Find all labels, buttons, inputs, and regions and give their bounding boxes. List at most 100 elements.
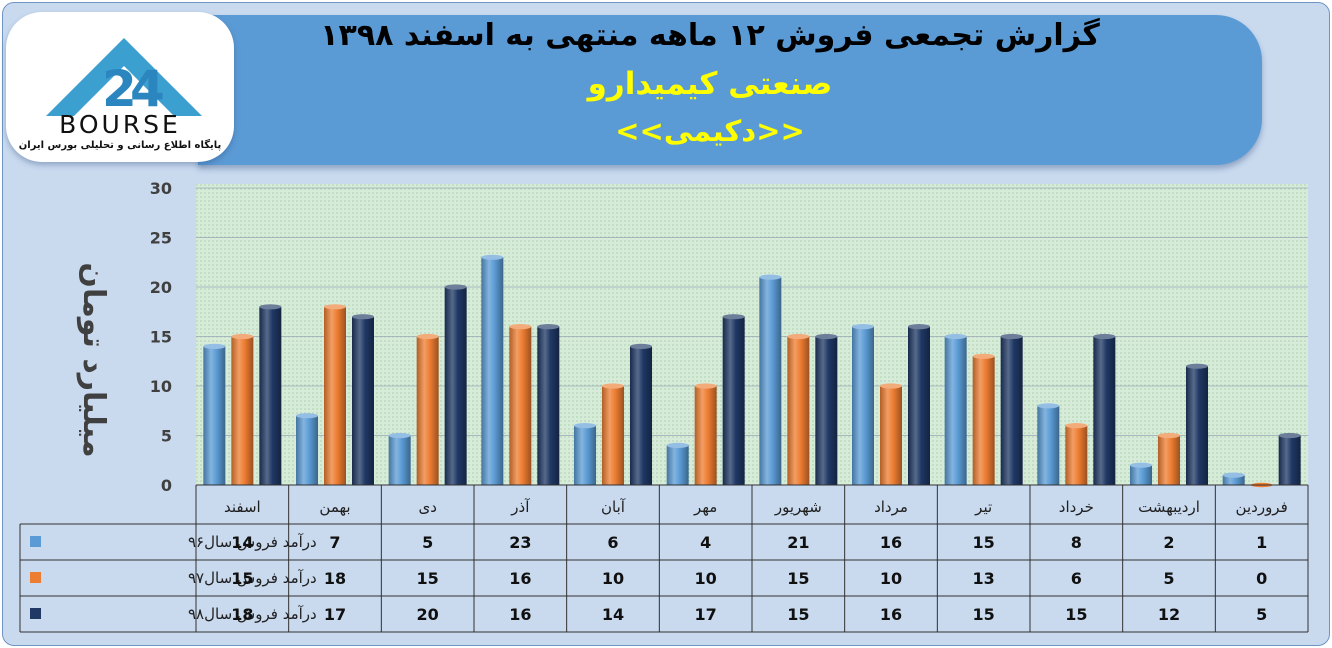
bar-cap-2-10 [352,314,374,320]
data-label-1-2: 6 [1071,569,1082,588]
data-label-2-3: 15 [973,605,995,624]
category-label: شهریور [774,498,822,516]
y-axis-label: میلیارد تومان [76,262,111,457]
bourse-logo: 2 4 BOURSE پایگاه اطلاع رسانی و تحلیلی ب… [6,12,234,162]
bar-cap-2-0 [1278,432,1301,439]
bar-1-6 [694,386,717,485]
legend-label-2: درآمد فروش سال۹۸ [188,605,317,623]
data-label-2-11: 18 [231,605,253,624]
data-label-0-9: 5 [422,533,433,552]
category-label: فروردین [1236,498,1288,516]
data-label-2-4: 16 [880,605,902,624]
bar-0-7 [574,425,596,485]
bourse-logo-mark-icon: 2 4 [46,38,202,118]
legend-swatch-2 [30,608,41,619]
category-label: آبان [601,498,626,516]
bar-cap-0-2 [1037,403,1060,409]
category-label: مرداد [874,498,908,516]
bar-0-6 [666,445,689,485]
bar-cap-1-8 [509,324,532,330]
bar-cap-2-8 [537,324,560,330]
bar-cap-1-3 [972,353,995,359]
bar-cap-2-2 [1093,333,1116,340]
category-label: اردیبهشت [1138,498,1200,516]
bar-1-3 [972,356,995,485]
bar-cap-2-9 [444,284,467,290]
y-tick-label: 25 [150,229,172,248]
bar-cap-1-1 [1158,432,1180,439]
y-tick-label: 20 [150,278,172,297]
data-label-2-5: 15 [787,605,809,624]
category-label: آذر [510,498,530,516]
data-label-0-4: 16 [880,533,902,552]
bar-0-1 [1130,465,1152,485]
data-label-0-5: 21 [787,533,809,552]
data-label-1-11: 15 [231,569,253,588]
legend-swatch-0 [30,536,41,547]
bar-cap-0-10 [296,413,318,419]
bar-cap-0-3 [944,333,967,340]
bar-cap-2-3 [1000,333,1023,340]
data-label-1-5: 15 [787,569,809,588]
data-label-1-0: 0 [1256,569,1267,588]
data-label-1-1: 5 [1163,569,1174,588]
svg-text:2: 2 [102,60,137,118]
data-label-2-2: 15 [1065,605,1087,624]
data-label-2-8: 16 [509,605,531,624]
bar-2-3 [1000,336,1023,485]
data-label-0-8: 23 [509,533,531,552]
bar-cap-0-8 [481,254,504,260]
bar-cap-0-4 [852,324,874,330]
bar-2-2 [1093,336,1116,485]
category-label: دی [418,498,436,516]
bar-1-5 [787,336,810,485]
bar-cap-1-2 [1065,423,1088,429]
y-tick-label: 5 [161,427,172,446]
bar-2-5 [815,336,838,485]
bar-cap-2-6 [722,314,745,320]
bar-0-9 [388,435,411,485]
bar-2-7 [630,346,652,485]
bar-cap-2-7 [630,343,652,349]
bar-2-0 [1278,435,1301,485]
category-label: خرداد [1059,498,1094,516]
data-label-1-8: 16 [509,569,531,588]
y-tick-label: 30 [150,179,172,198]
bar-0-2 [1037,405,1060,485]
y-tick-label: 10 [150,377,172,396]
data-label-1-7: 10 [602,569,624,588]
bar-0-0 [1222,475,1245,485]
bar-2-9 [444,287,467,485]
bar-cap-0-6 [666,442,689,448]
data-label-0-2: 8 [1071,533,1082,552]
company-name: صنعتی کیمیدارو [587,66,833,102]
bar-1-9 [416,336,439,485]
data-label-2-9: 20 [417,605,439,624]
data-label-1-6: 10 [695,569,717,588]
svg-text:4: 4 [130,60,165,118]
data-label-2-1: 12 [1158,605,1180,624]
bar-2-6 [722,316,745,485]
data-label-0-11: 14 [231,533,253,552]
bar-2-4 [908,326,930,485]
bar-0-3 [944,336,967,485]
category-label: تیر [974,498,992,516]
bar-1-7 [602,386,624,485]
data-label-1-10: 18 [324,569,346,588]
report-title: گزارش تجمعی فروش ۱۲ ماهه منتهی به اسفند … [320,18,1100,53]
bar-0-11 [203,346,226,485]
logo-wordmark: BOURSE [59,110,181,139]
bar-0-4 [852,326,874,485]
bar-0-8 [481,257,504,485]
data-label-0-7: 6 [607,533,618,552]
bar-cap-0-5 [759,274,782,280]
legend-label-1: درآمد فروش سال۹۷ [188,569,317,587]
logo-caption: پایگاه اطلاع رسانی و تحلیلی بورس ایران [18,140,222,151]
plot-area [196,184,1308,485]
category-label: اسفند [224,498,261,516]
bar-1-10 [324,306,346,485]
bar-cap-1-5 [787,333,810,340]
bar-cap-0-1 [1130,462,1152,468]
data-label-0-10: 7 [329,533,340,552]
bar-cap-1-11 [231,333,254,340]
